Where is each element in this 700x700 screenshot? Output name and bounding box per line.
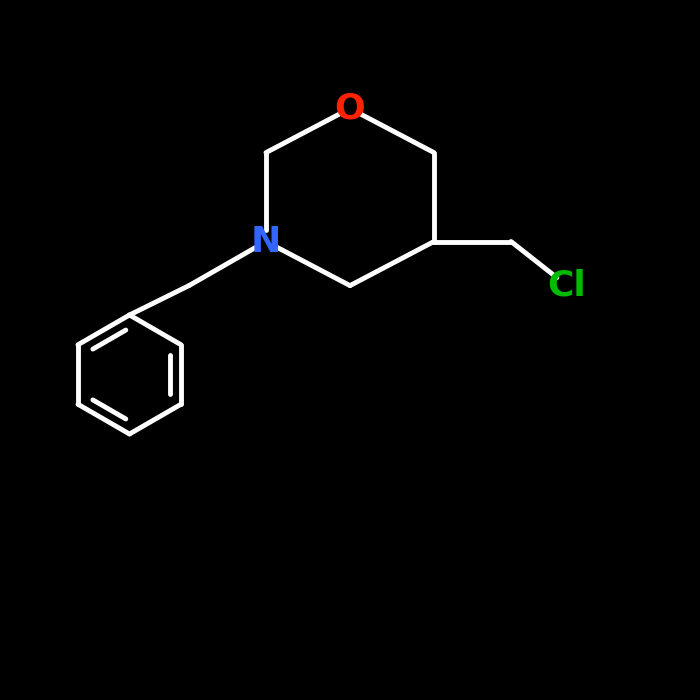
Text: N: N xyxy=(251,225,281,258)
Text: Cl: Cl xyxy=(547,269,587,302)
Text: O: O xyxy=(335,92,365,125)
